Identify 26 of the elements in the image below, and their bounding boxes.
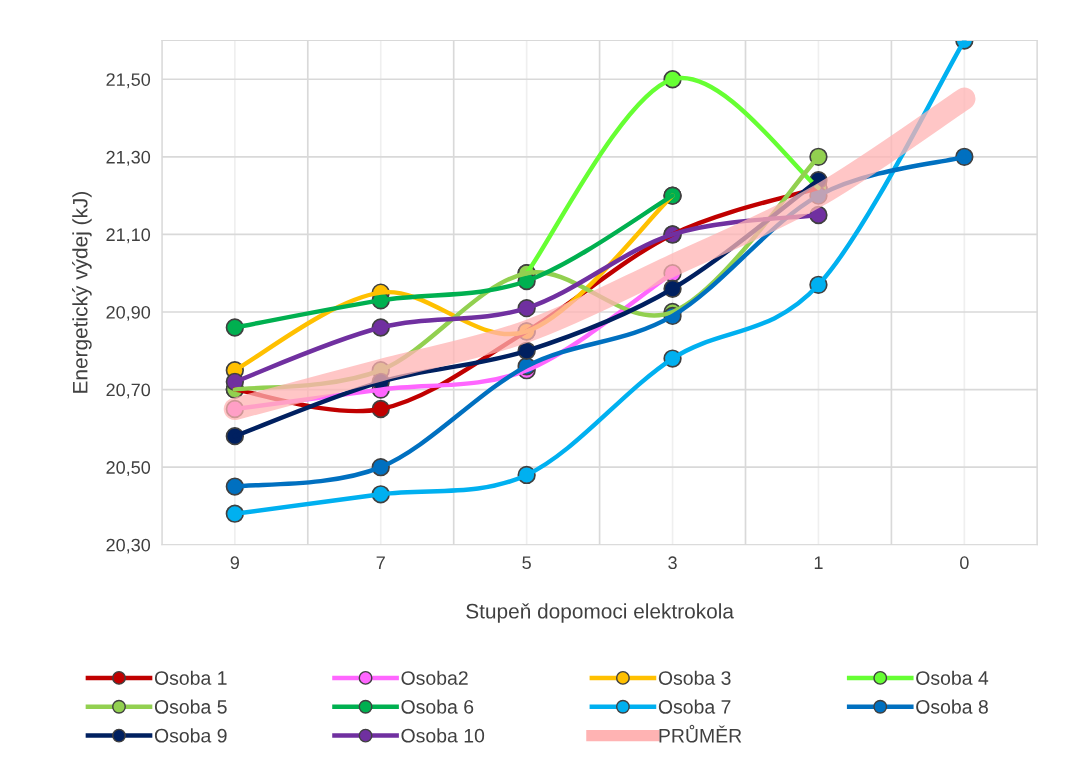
legend-label: Osoba 4 bbox=[916, 670, 989, 685]
x-tick-label: 3 bbox=[668, 556, 677, 570]
legend-label: Osoba 6 bbox=[401, 699, 474, 714]
y-tick-label: 21,30 bbox=[106, 150, 151, 166]
x-tick-label: 0 bbox=[960, 556, 969, 570]
y-tick-label: 20,70 bbox=[106, 383, 151, 399]
legend-label: Osoba 1 bbox=[154, 670, 227, 685]
legend-label: Osoba 7 bbox=[658, 699, 731, 714]
legend-label: PRŮMĚR bbox=[659, 724, 742, 743]
legend-label: Osoba 5 bbox=[154, 699, 227, 714]
x-tick-label: 7 bbox=[376, 556, 385, 569]
legend-label: Osoba 10 bbox=[401, 728, 485, 743]
y-tick-label: 21,50 bbox=[106, 73, 151, 89]
x-axis-title: Stupeň dopomoci elektrokola bbox=[466, 603, 734, 623]
legend-label: Osoba 9 bbox=[154, 728, 227, 743]
x-tick-label: 1 bbox=[814, 556, 823, 569]
legend-label: Osoba 3 bbox=[658, 670, 731, 685]
y-tick-label: 20,90 bbox=[106, 305, 151, 321]
legend-label: Osoba 8 bbox=[916, 699, 988, 714]
y-tick-label: 20,30 bbox=[106, 538, 151, 554]
x-tick-label: 9 bbox=[230, 556, 239, 570]
legend-label: Osoba2 bbox=[401, 670, 468, 685]
y-tick-label: 20,50 bbox=[106, 461, 151, 477]
y-axis-title: Energetický výdej (kJ) bbox=[72, 192, 92, 393]
y-tick-label: 21,10 bbox=[106, 228, 151, 244]
x-tick-label: 5 bbox=[522, 556, 531, 570]
